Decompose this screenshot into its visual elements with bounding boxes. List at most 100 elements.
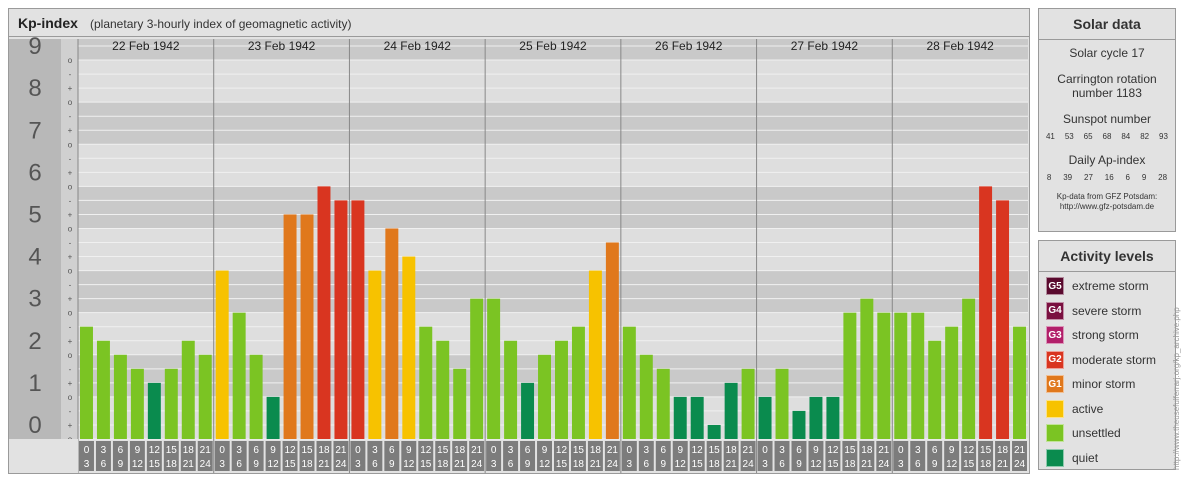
hour-end-label: 12 [539,459,551,470]
kp-bar [470,298,484,439]
hour-end-label: 3 [355,459,361,470]
kp-bar [673,396,687,439]
activity-level-item: G3 strong storm [1046,325,1139,345]
hour-end-label: 3 [84,459,90,470]
day-label: 22 Feb 1942 [112,39,180,53]
hour-end-label: 3 [627,459,633,470]
level-swatch [1046,448,1064,467]
hour-box [265,441,281,471]
ap-value: 6 [1125,173,1130,182]
hour-end-label: 9 [932,459,938,470]
kp-bar [266,396,280,439]
subtick-label: - [69,154,72,163]
kp-bar [622,326,636,439]
hour-end-label: 6 [101,459,107,470]
subtick-label: - [69,323,72,332]
day-label: 25 Feb 1942 [519,39,587,53]
kp-bar [419,326,433,439]
ytick-strip [9,39,61,439]
hour-end-label: 24 [471,459,483,470]
hour-end-label: 3 [491,459,497,470]
hour-end-label: 21 [997,459,1009,470]
chart-title: Kp-index [18,15,78,31]
subtick-label: + [68,84,73,93]
subtick-label: - [69,196,72,205]
hour-box [401,441,417,471]
hour-box [859,441,875,471]
hour-end-label: 21 [183,459,195,470]
kp-bar [215,270,229,439]
activity-levels-title: Activity levels [1039,241,1175,272]
kp-bar [979,186,993,439]
hour-box [452,441,468,471]
kp-bar [724,382,738,439]
hour-end-label: 9 [796,459,802,470]
hour-start-label: 3 [372,445,378,456]
level-label: quiet [1072,450,1099,465]
hour-box [180,441,196,471]
level-label: severe storm [1072,303,1142,318]
hour-start-label: 3 [915,445,921,456]
solar-cycle: Solar cycle 17 [1069,46,1145,60]
band [9,144,1028,187]
source-link[interactable]: http://www.gfz-potsdam.de [1059,202,1155,211]
hour-end-label: 9 [660,459,666,470]
hour-box [893,441,909,471]
kp-bar [300,214,314,439]
hour-box [1012,441,1027,471]
hour-box [791,441,807,471]
hour-start-label: 21 [878,445,890,456]
activity-level-item: active [1046,399,1103,419]
hour-box [723,441,739,471]
hour-end-label: 24 [1014,459,1026,470]
subtick-label: - [69,112,72,121]
kp-bar [605,242,619,439]
kp-bar [402,256,416,439]
level-swatch: G4 [1046,301,1064,320]
hour-box [79,441,94,471]
sunspot-value: 84 [1121,132,1131,141]
hour-box [282,441,298,471]
hour-start-label: 3 [101,445,107,456]
kp-bar [334,200,348,439]
hour-start-label: 6 [389,445,395,456]
hour-box [944,441,960,471]
watermark: http://www.theusefulferrarj.org/kp_archi… [1172,307,1181,470]
kp-bar [96,340,110,439]
hour-box [146,441,162,471]
hour-start-label: 21 [335,445,347,456]
subtick-label: + [68,168,73,177]
hour-end-label: 9 [253,459,259,470]
hour-start-label: 12 [827,445,839,456]
ytick-label: 5 [28,201,41,228]
hour-start-label: 18 [183,445,195,456]
level-swatch [1046,399,1064,418]
subtick-label: o [68,182,73,191]
hour-start-label: 12 [149,445,161,456]
kp-bar [911,312,925,439]
hour-start-label: 9 [949,445,955,456]
hour-box [299,441,315,471]
hour-end-label: 9 [118,459,124,470]
hour-end-label: 21 [726,459,738,470]
hour-end-label: 21 [861,459,873,470]
hour-box [842,441,858,471]
hour-box [537,441,552,471]
hour-start-label: 0 [762,445,768,456]
hour-box [910,441,926,471]
chart-title-bar: Kp-index (planetary 3-hourly index of ge… [9,9,1029,37]
subtick-label: o [68,98,73,107]
hour-box [740,441,756,471]
ap-value: 9 [1141,173,1147,182]
level-label: active [1072,401,1104,416]
hour-box [604,441,620,471]
hour-box [706,441,722,471]
hour-start-label: 9 [270,445,276,456]
sunspot-value: 65 [1083,132,1093,141]
hour-start-label: 0 [219,445,225,456]
band [9,39,1028,61]
hour-start-label: 0 [355,445,361,456]
sunspot-value: 93 [1159,132,1168,141]
ytick-label: 1 [28,370,41,397]
kp-bar [80,326,93,439]
